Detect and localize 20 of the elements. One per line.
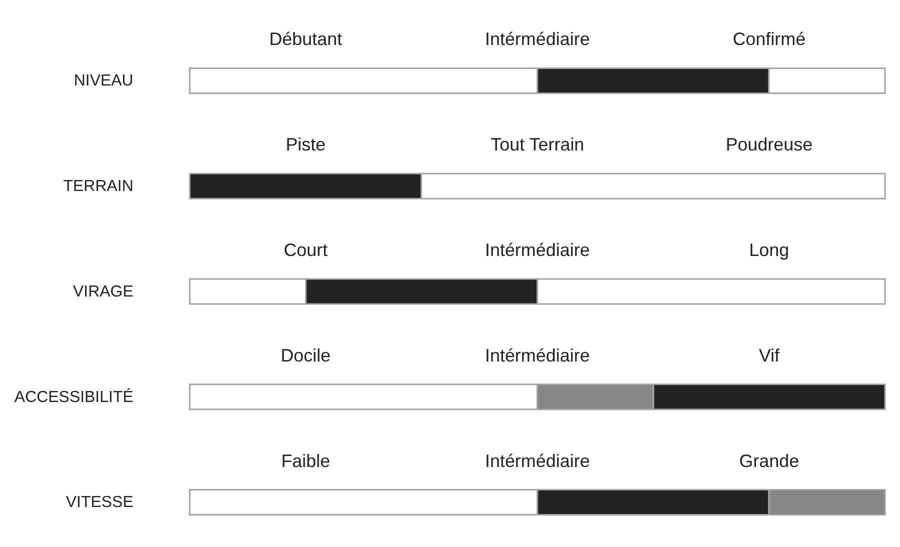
y-tick-label: NIVEAU <box>74 72 134 90</box>
annotation: Intérmédiaire <box>484 450 590 471</box>
annotation: Long <box>749 240 790 260</box>
annotation: Débutant <box>269 29 342 50</box>
annotation: Court <box>284 240 328 260</box>
annotation: Intérmédiaire <box>484 240 590 260</box>
annotation: Confirmé <box>732 29 806 50</box>
y-tick-label: VITESSE <box>66 494 134 512</box>
annotation: Poudreuse <box>726 134 813 155</box>
y-tick-label: VIRAGE <box>73 283 134 300</box>
annotation: Vif <box>758 345 780 366</box>
annotation: Intérmédiaire <box>484 345 590 366</box>
y-tick-label: ACCESSIBILITÉ <box>14 388 134 406</box>
annotation: Faible <box>281 450 330 471</box>
annotation: Grande <box>739 450 800 471</box>
annotation: Piste <box>286 134 326 155</box>
annotation: Tout Terrain <box>490 134 584 155</box>
annotation: Docile <box>280 345 331 366</box>
annotation: Intérmédiaire <box>484 29 590 50</box>
y-tick-label: TERRAIN <box>63 178 134 196</box>
